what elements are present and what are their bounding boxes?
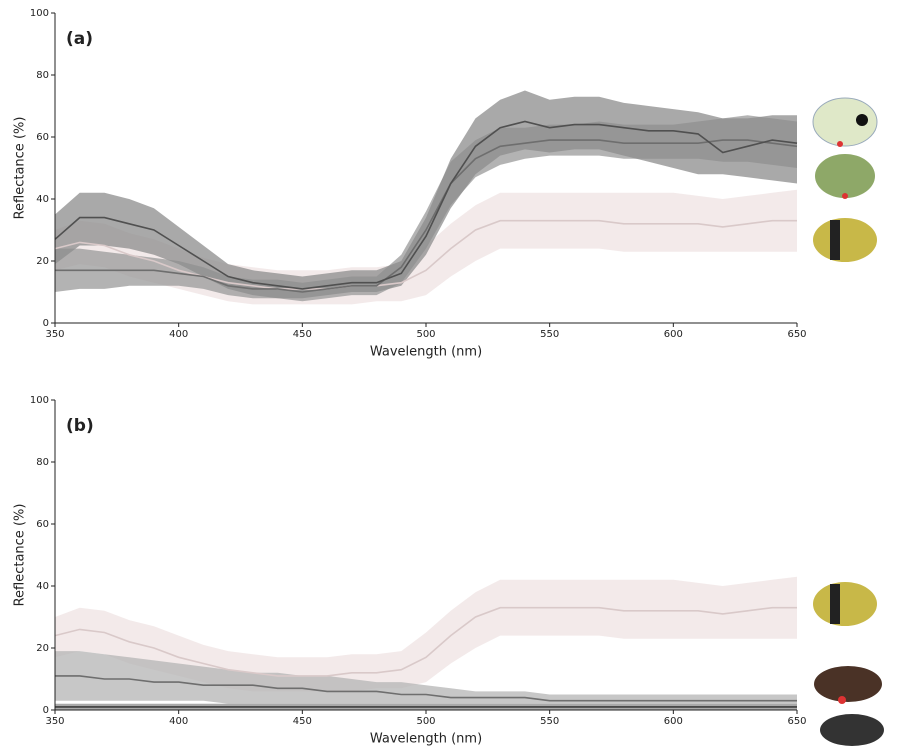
y-tick-label: 80 [36,70,49,81]
x-tick-label: 350 [45,329,64,340]
fish-icon [814,666,882,702]
x-tick-label: 450 [293,716,312,727]
y-tick-label: 40 [36,194,49,205]
fish-icon [856,114,868,126]
fish-icon [830,584,840,624]
fish-icon [813,582,877,626]
fish-icon [837,141,843,147]
x-tick-label: 400 [169,329,188,340]
panel-label: (b) [66,416,94,436]
x-tick-label: 600 [664,716,683,727]
fish-icon [838,696,846,704]
y-tick-label: 20 [36,643,49,654]
fish-icon [813,218,877,262]
y-tick-label: 60 [36,132,49,143]
x-tick-label: 550 [540,716,559,727]
y-tick-label: 100 [30,8,49,19]
y-tick-label: 60 [36,519,49,530]
x-tick-label: 500 [416,329,435,340]
fish-icon [842,193,848,199]
x-tick-label: 400 [169,716,188,727]
panel-label: (a) [66,29,93,49]
y-tick-label: 100 [30,395,49,406]
x-tick-label: 350 [45,716,64,727]
x-tick-label: 650 [787,716,806,727]
x-tick-label: 650 [787,329,806,340]
fish-icons [813,98,884,746]
page: 020406080100350400450500550600650Wavelen… [0,0,902,752]
y-tick-label: 0 [43,705,49,716]
x-tick-label: 450 [293,329,312,340]
fish-icon [815,154,875,198]
x-axis-label: Wavelength (nm) [370,732,482,747]
x-tick-label: 550 [540,329,559,340]
figure: 020406080100350400450500550600650Wavelen… [0,0,902,752]
x-tick-label: 600 [664,329,683,340]
y-tick-label: 20 [36,256,49,267]
x-axis-label: Wavelength (nm) [370,345,482,360]
x-tick-label: 500 [416,716,435,727]
fish-icon [830,220,840,260]
y-axis-label: Reflectance (%) [13,117,28,220]
y-tick-label: 40 [36,581,49,592]
y-tick-label: 0 [43,318,49,329]
fish-icon [820,714,884,746]
y-tick-label: 80 [36,457,49,468]
y-axis-label: Reflectance (%) [13,504,28,607]
